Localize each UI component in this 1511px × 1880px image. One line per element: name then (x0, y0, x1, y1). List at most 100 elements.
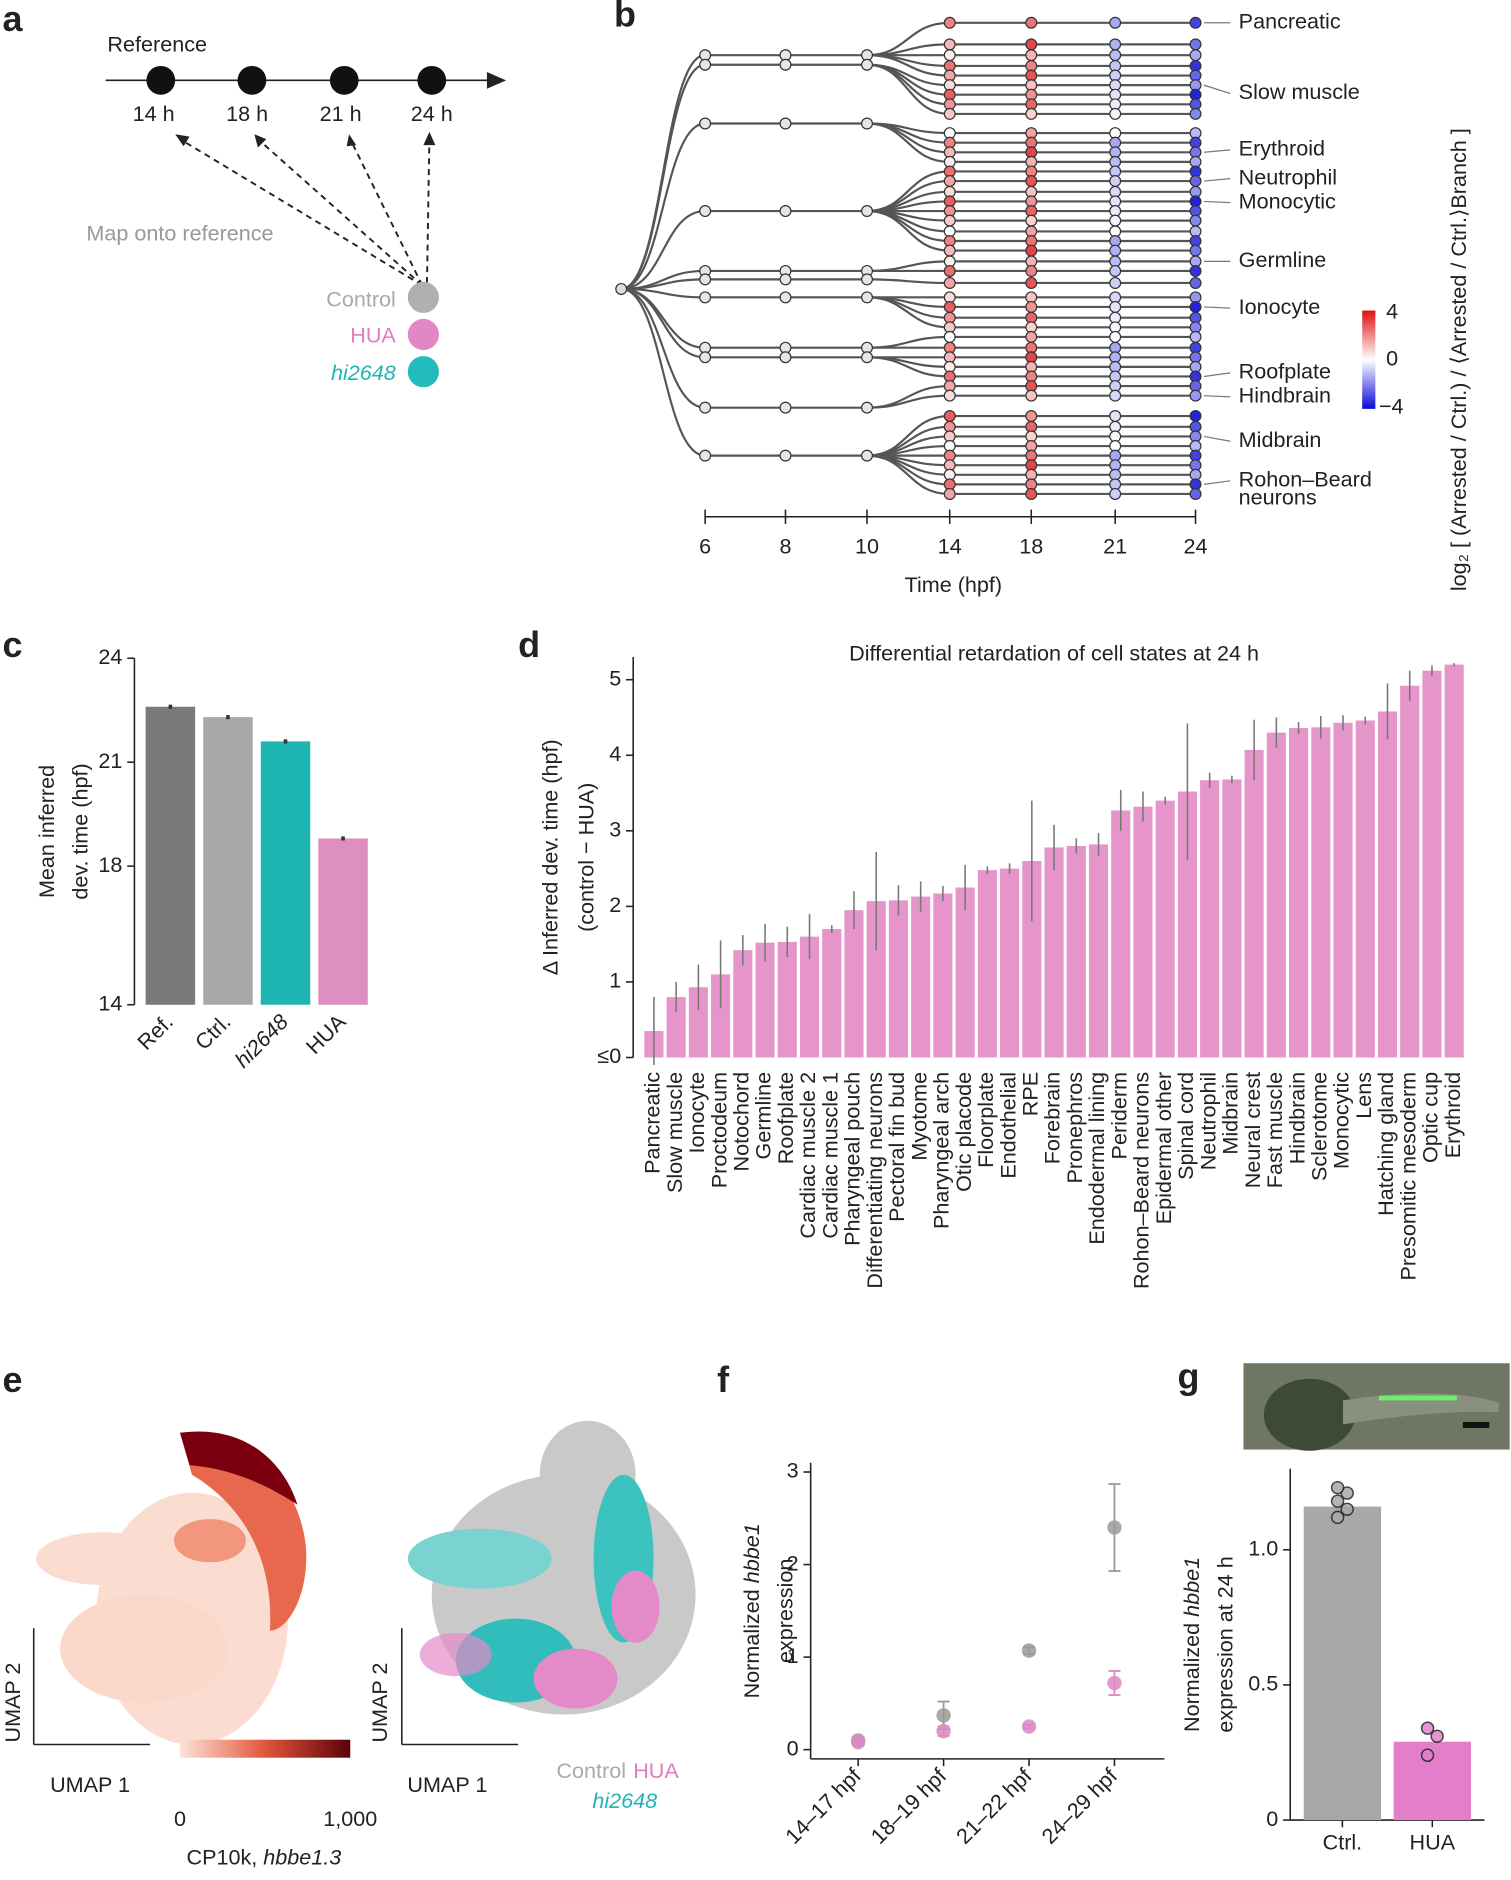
colorbar-tick: 0 (174, 1806, 186, 1831)
tree-node (943, 16, 956, 29)
axis-label: UMAP 1 (50, 1772, 130, 1797)
tree-node (1109, 410, 1122, 423)
x-tick-label: 14 (938, 534, 962, 559)
x-tick-label: Hatching gland (1373, 1072, 1398, 1216)
x-tick-label: 21 (1103, 534, 1127, 559)
y-axis-label-part: Mean inferred (34, 765, 59, 898)
x-tick-label: 6 (699, 534, 711, 559)
y-axis-label-part: expression at 24 h (1212, 1556, 1237, 1732)
bar (1200, 780, 1220, 1058)
x-tick-label: 18–19 hpf (866, 1762, 952, 1848)
colorbar-tick: 4 (1386, 299, 1398, 324)
point (1107, 1520, 1122, 1535)
x-tick-label: Cardiac muscle 1 (817, 1072, 842, 1239)
point (936, 1723, 951, 1739)
cell-type-label: Roofplate (1239, 359, 1331, 384)
x-tick-label: Ref. (132, 1009, 178, 1055)
bar (911, 896, 931, 1058)
hi2648-dot (407, 356, 439, 388)
panel-label: b (614, 0, 636, 34)
condition-label: HUA (350, 323, 396, 348)
tree-edge (621, 63, 868, 291)
leader-line (1203, 84, 1231, 95)
colorbar-tick: 0 (1386, 345, 1398, 370)
leader-line (1203, 395, 1231, 398)
colorbar-label-part: CP10k, (187, 1844, 264, 1869)
cell-type-label: Germline (1239, 247, 1327, 272)
tree-node (943, 214, 956, 227)
tree-node (1025, 38, 1038, 51)
bar (260, 741, 311, 1005)
y-axis-label-part: Normalized (739, 1583, 764, 1698)
tree-node (943, 487, 956, 500)
tree-node (1189, 330, 1202, 343)
tree-node (943, 264, 956, 277)
tree-node (1025, 276, 1038, 289)
point (1021, 1643, 1037, 1658)
tree-node (1109, 214, 1122, 227)
tree-node (1109, 49, 1122, 62)
tree-node (943, 300, 956, 313)
bar (1111, 810, 1131, 1058)
x-tick-label: Pronephros (1062, 1072, 1087, 1184)
tree-node (1025, 330, 1038, 343)
tree-node (1109, 16, 1122, 29)
tree-node (1109, 487, 1122, 500)
x-tick-label: 8 (779, 534, 791, 559)
tree-node (861, 401, 873, 414)
time-dot (146, 65, 176, 95)
tree-node (861, 117, 873, 130)
x-tick-label: Hindbrain (1284, 1072, 1309, 1164)
tree-edge (621, 54, 868, 291)
panel-label: e (3, 1359, 23, 1400)
tree-node (943, 244, 956, 257)
x-tick-label: 10 (855, 534, 879, 559)
leader-line (1203, 435, 1231, 442)
cell-type-label: neurons (1239, 484, 1317, 509)
bar (977, 870, 997, 1058)
tree-node (699, 205, 712, 218)
tree-node (1109, 300, 1122, 313)
panel-label: a (3, 0, 24, 39)
umap-left (36, 1431, 307, 1745)
bar (1022, 861, 1042, 1058)
bar (1422, 670, 1442, 1058)
tree-node (861, 273, 873, 286)
tree-node (1189, 107, 1202, 120)
point (1107, 1675, 1122, 1691)
bar (318, 838, 368, 1005)
y-tick-label: 14 (98, 990, 122, 1015)
tree-node (861, 351, 873, 364)
bar (1377, 711, 1398, 1058)
bar (1311, 727, 1331, 1058)
colorbar (1362, 310, 1376, 409)
leader-line (1203, 200, 1231, 204)
bar (733, 950, 753, 1058)
tree-edge (621, 278, 868, 291)
data-dot (1420, 1721, 1435, 1735)
tree-node (1109, 276, 1122, 289)
bar (1133, 806, 1153, 1058)
x-tick-label: Neural crest (1240, 1072, 1265, 1188)
legend-entry: Control (556, 1758, 626, 1783)
tree-node (943, 38, 956, 51)
x-tick-label: Periderm (1106, 1072, 1131, 1160)
x-tick-label: Neutrophil (1195, 1072, 1220, 1170)
tree-node (943, 410, 956, 423)
y-tick-label: 3 (787, 1458, 799, 1483)
x-tick-label: Endodermal lining (1084, 1072, 1109, 1245)
bar (1303, 1506, 1382, 1821)
bar (1000, 868, 1020, 1058)
y-tick-label: 0 (787, 1735, 799, 1760)
bar (1177, 791, 1197, 1058)
time-label: 18 h (226, 101, 268, 126)
y-axis-label: expression at 24 h (1212, 1556, 1237, 1732)
tree-node (779, 273, 792, 286)
y-axis-label-part: Normalized (1179, 1617, 1204, 1732)
tree-node (1025, 49, 1038, 62)
colorbar-label: CP10k, hbbe1.3 (187, 1844, 342, 1869)
tree-edge (621, 287, 868, 299)
y-tick-label: 1 (609, 968, 621, 993)
tree-node (943, 49, 956, 62)
bar (1400, 685, 1420, 1058)
